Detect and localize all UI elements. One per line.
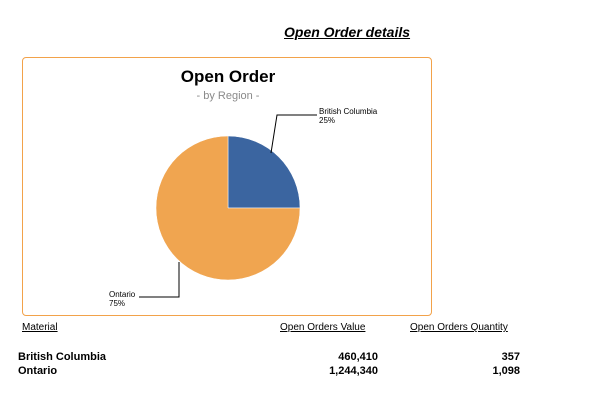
chart-title: Open Order — [180, 67, 276, 86]
pie-slice-ontario — [155, 135, 301, 281]
slice-name: Ontario — [109, 290, 136, 299]
chart-frame: Open Order - by Region - British Columbi… — [22, 57, 432, 316]
row-1-quantity: 357 — [501, 351, 520, 363]
header-open-orders-quantity: Open Orders Quantity — [410, 322, 508, 333]
slice-percent: 25% — [319, 116, 336, 125]
slice-label-british-columbia: British Columbia 25% — [319, 107, 377, 125]
slice-label-ontario: Ontario 75% — [109, 290, 135, 308]
leader-line-ontario — [139, 262, 180, 298]
page-title: Open Order details — [284, 24, 411, 40]
slice-name: British Columbia — [319, 107, 378, 116]
pie-chart — [139, 114, 317, 298]
row-2-quantity: 1,098 — [492, 365, 520, 377]
header-material: Material — [22, 322, 58, 333]
slice-percent: 75% — [109, 299, 126, 308]
header-open-orders-value: Open Orders Value — [280, 322, 366, 333]
chart-subtitle: - by Region - — [196, 90, 260, 102]
row-1-value: 460,410 — [338, 351, 378, 363]
row-2-value: 1,244,340 — [329, 365, 378, 377]
row-2-material: Ontario — [18, 365, 58, 377]
pie-slice-british-columbia — [227, 135, 301, 209]
row-1-material: British Columbia — [18, 351, 107, 363]
leader-line-british-columbia — [270, 114, 317, 154]
